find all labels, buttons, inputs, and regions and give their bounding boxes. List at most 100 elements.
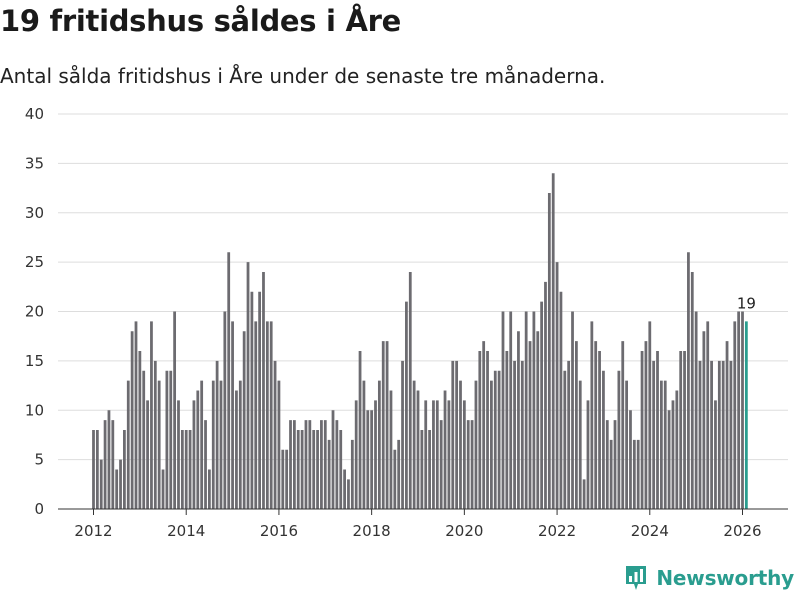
bar	[717, 360, 721, 510]
chart-subtitle: Antal sålda fritidshus i Åre under de se…	[0, 64, 606, 88]
bar	[455, 360, 459, 510]
bar	[292, 420, 296, 510]
bar	[223, 311, 227, 509]
bar	[710, 360, 713, 510]
newsworthy-chart-icon	[626, 566, 647, 590]
bar	[505, 351, 509, 509]
bar	[729, 360, 733, 510]
bar	[142, 370, 146, 509]
bar	[111, 420, 115, 510]
bar	[281, 449, 285, 509]
bar	[551, 173, 555, 509]
bar	[331, 410, 335, 509]
bar	[335, 420, 339, 510]
bar	[428, 430, 431, 509]
bar	[165, 370, 169, 509]
annotations: 19	[737, 294, 756, 312]
bar	[563, 370, 567, 509]
bar	[157, 380, 161, 510]
bar	[242, 331, 246, 509]
bar	[602, 370, 605, 509]
bar	[466, 420, 470, 510]
chart-title: 19 fritidshus såldes i Åre	[0, 4, 401, 38]
bar	[482, 341, 486, 510]
bar	[119, 459, 122, 510]
bar	[408, 272, 412, 509]
bar	[169, 370, 173, 509]
bar	[536, 331, 540, 509]
bar	[679, 351, 683, 509]
bar	[115, 469, 119, 509]
bar	[153, 360, 157, 510]
bar	[354, 400, 358, 510]
bar	[578, 380, 582, 510]
bar	[126, 380, 130, 510]
bar	[296, 430, 300, 509]
bar	[308, 420, 312, 510]
bar	[439, 420, 443, 510]
bar	[238, 380, 242, 510]
bar	[200, 380, 204, 510]
x-tick-label: 2016	[260, 522, 298, 540]
bar	[721, 360, 725, 510]
brand-name: Newsworthy	[656, 566, 794, 590]
bar	[420, 430, 424, 509]
bar	[289, 420, 292, 510]
bar	[405, 301, 408, 510]
x-tick-label: 2012	[74, 522, 112, 540]
bar	[208, 469, 211, 509]
bar	[184, 430, 188, 509]
bar	[517, 331, 520, 509]
bar	[594, 341, 598, 510]
bar	[397, 439, 401, 510]
latest-value-label: 19	[737, 294, 756, 312]
bar	[173, 311, 177, 509]
bar	[706, 321, 710, 510]
bar	[490, 380, 493, 510]
bar	[663, 380, 667, 510]
bar	[123, 430, 126, 509]
bar	[424, 400, 428, 510]
bar	[640, 351, 644, 509]
bar	[567, 360, 571, 510]
bar	[161, 469, 165, 509]
bar	[694, 311, 698, 509]
y-tick-label: 30	[25, 204, 44, 222]
bar	[300, 430, 304, 509]
bar	[509, 311, 513, 509]
bar	[547, 193, 551, 509]
y-tick-label: 25	[25, 253, 44, 271]
bar	[520, 360, 524, 510]
bar	[312, 430, 316, 509]
bar	[435, 400, 439, 510]
bar	[389, 390, 393, 509]
bar	[412, 380, 416, 510]
y-tick-label: 35	[25, 154, 44, 172]
bar	[733, 321, 737, 510]
bar	[667, 410, 671, 509]
bar	[103, 420, 107, 510]
bar-latest	[744, 321, 748, 510]
bar	[374, 400, 377, 510]
bar	[146, 400, 149, 510]
x-tick-label: 2018	[353, 522, 391, 540]
bar	[381, 341, 385, 510]
bar	[571, 311, 574, 509]
bar	[555, 262, 559, 510]
y-axis-ticks: 0 5 10 15 20 25 30 35 40	[25, 105, 44, 518]
bar	[528, 341, 532, 510]
bar	[250, 291, 254, 509]
y-tick-label: 20	[25, 303, 44, 321]
x-tick-label: 2022	[538, 522, 576, 540]
bar	[323, 420, 327, 510]
bar	[92, 430, 95, 509]
bar	[393, 449, 397, 509]
bar	[358, 351, 362, 509]
bar	[462, 400, 466, 510]
bar	[180, 430, 184, 509]
bar	[134, 321, 138, 510]
bar	[478, 351, 482, 509]
bar	[416, 390, 420, 509]
bar	[246, 262, 250, 510]
